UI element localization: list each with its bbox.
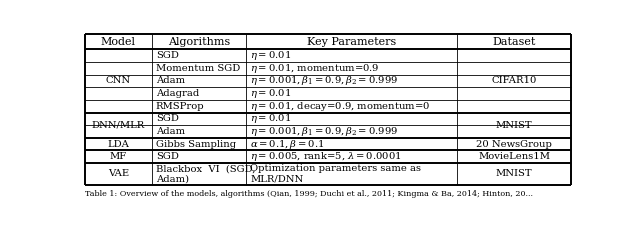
Text: $\eta = 0.001, \beta_1 = 0.9, \beta_2 = 0.999$: $\eta = 0.001, \beta_1 = 0.9, \beta_2 = … [250,74,398,87]
Text: VAE: VAE [108,169,129,178]
Text: LDA: LDA [108,140,129,149]
Text: $\eta = 0.01$, momentum=0.9: $\eta = 0.01$, momentum=0.9 [250,62,380,75]
Text: DNN/MLR: DNN/MLR [92,121,145,130]
Text: MNIST: MNIST [496,169,532,178]
Text: CNN: CNN [106,76,131,86]
Text: RMSProp: RMSProp [156,102,205,111]
Text: Gibbs Sampling: Gibbs Sampling [156,140,236,149]
Text: Model: Model [101,37,136,47]
Text: $\eta = 0.01$: $\eta = 0.01$ [250,49,291,62]
Text: Adam: Adam [156,127,185,136]
Text: SGD: SGD [156,152,179,161]
Text: MNIST: MNIST [496,121,532,130]
Text: Adam: Adam [156,76,185,86]
Text: $\alpha = 0.1, \beta = 0.1$: $\alpha = 0.1, \beta = 0.1$ [250,138,324,151]
Text: Optimization parameters same as
MLR/DNN: Optimization parameters same as MLR/DNN [250,164,421,183]
Text: Dataset: Dataset [492,37,536,47]
Text: $\eta = 0.01$, decay=0.9, momentum=0: $\eta = 0.01$, decay=0.9, momentum=0 [250,100,431,113]
Text: SGD: SGD [156,114,179,123]
Text: Adagrad: Adagrad [156,89,199,98]
Text: Key Parameters: Key Parameters [307,37,396,47]
Text: CIFAR10: CIFAR10 [492,76,537,86]
Text: $\eta = 0.001, \beta_1 = 0.9, \beta_2 = 0.999$: $\eta = 0.001, \beta_1 = 0.9, \beta_2 = … [250,125,398,138]
Text: Algorithms: Algorithms [168,37,230,47]
Text: $\eta = 0.005$, rank=5, $\lambda = 0.0001$: $\eta = 0.005$, rank=5, $\lambda = 0.000… [250,150,402,163]
Text: $\eta = 0.01$: $\eta = 0.01$ [250,87,291,100]
Text: Momentum SGD: Momentum SGD [156,64,240,73]
Text: MovieLens1M: MovieLens1M [478,152,550,161]
Text: Blackbox  VI  (SGD,
Adam): Blackbox VI (SGD, Adam) [156,164,255,183]
Text: 20 NewsGroup: 20 NewsGroup [476,140,552,149]
Text: MF: MF [110,152,127,161]
Text: $\eta = 0.01$: $\eta = 0.01$ [250,112,291,125]
Text: SGD: SGD [156,51,179,60]
Text: Table 1: Overview of the models, algorithms (Qian, 1999; Duchi et al., 2011; Kin: Table 1: Overview of the models, algorit… [85,190,533,198]
